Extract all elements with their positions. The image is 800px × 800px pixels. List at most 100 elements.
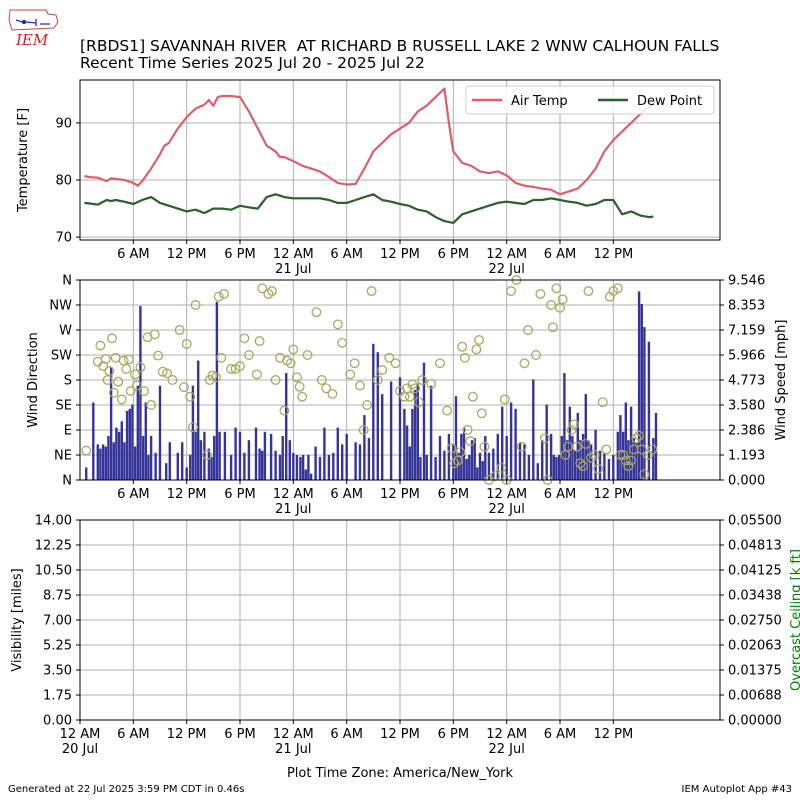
wind-direction-point — [257, 283, 268, 294]
wind-speed-bar — [354, 442, 357, 480]
wind-direction-point — [597, 397, 608, 408]
wind-speed-bar — [518, 442, 522, 480]
wind-direction-point — [623, 461, 634, 472]
wind-speed-bar — [434, 457, 437, 480]
wind-speed-bar — [536, 463, 539, 480]
wind-direction-point — [239, 333, 250, 344]
wind-direction-point — [557, 294, 568, 305]
wind-speed-bar — [422, 362, 426, 480]
wind-speed-tick-label: 8.353 — [728, 299, 765, 314]
wind-direction-point — [185, 391, 196, 402]
wind-speed-bar — [307, 454, 310, 480]
wind-direction-point — [213, 291, 224, 302]
wind-speed-bar — [523, 444, 526, 480]
vis-tick-label: 0.00 — [43, 714, 72, 729]
wind-speed-bar — [158, 385, 162, 480]
chart-subtitle: Recent Time Series 2025 Jul 20 - 2025 Ju… — [80, 54, 425, 72]
wind-speed-bar — [587, 440, 590, 480]
wind-speed-bar — [470, 440, 474, 480]
wind-speed-bar — [85, 467, 88, 480]
wind-speed-bar — [541, 440, 544, 480]
wind-speed-bar — [501, 406, 504, 480]
wind-speed-bar — [381, 394, 384, 480]
wind-speed-bar — [96, 444, 99, 480]
wind-direction-point — [462, 425, 473, 435]
wind-direction-point — [506, 286, 517, 297]
wind-xtick-label: 6 AM — [330, 487, 363, 502]
wind-xtick-label: 12 PM — [380, 487, 420, 502]
temp-frame — [79, 79, 721, 241]
visibility-ylabel: Visibility [miles] — [10, 568, 25, 671]
wind-direction-point — [358, 425, 369, 435]
wind-direction-point — [100, 353, 111, 364]
wind-xtick-label: 6 AM — [117, 487, 150, 502]
wind-direction-point — [267, 286, 277, 297]
wind-speed-bar — [258, 448, 261, 480]
wind-direction-point — [372, 375, 383, 385]
timezone-xlabel: Plot Time Zone: America/New_York — [287, 766, 514, 781]
wind-speed-bar — [107, 436, 110, 480]
wind-direction-point — [254, 336, 265, 347]
wind-direction-point — [202, 450, 213, 460]
wind-speed-bar — [288, 440, 291, 480]
wind-direction-point — [546, 300, 557, 310]
wind-speed-bar — [274, 450, 277, 480]
wind-speed-bar — [92, 402, 95, 480]
wind-speed-bar — [194, 431, 197, 480]
wind-direction-point — [130, 369, 141, 380]
wind-speed-bar — [104, 446, 107, 480]
wind-speed-bar — [438, 436, 442, 480]
temp-xtick-label: 12 AM — [273, 247, 314, 262]
wind-direction-point — [404, 391, 415, 402]
wind-speed-bar — [627, 440, 630, 480]
wind-direction-point — [294, 381, 305, 392]
wind-direction-point — [243, 350, 254, 360]
wind-direction-point — [476, 408, 487, 419]
wind-dir-tick-label: NW — [49, 299, 72, 314]
temp-xtick-label: 6 AM — [330, 247, 363, 262]
vis-tick-label: 14.00 — [35, 514, 72, 529]
wind-speed-bar — [309, 473, 313, 480]
wind-direction-point — [569, 419, 580, 430]
wind-direction-point — [620, 455, 631, 466]
wind-speed-bar — [278, 454, 282, 480]
temp-xtick-label: 12 PM — [167, 247, 207, 262]
wind-speed-bar — [616, 431, 619, 480]
wind-speed-bar — [594, 429, 597, 480]
wind-direction-point — [157, 366, 168, 377]
wind-direction-point — [442, 405, 453, 416]
wind-direction-point — [583, 286, 594, 297]
wind-direction-point — [535, 288, 546, 299]
wind-speed-bar — [336, 427, 339, 480]
wind-speed-bar — [215, 301, 219, 480]
wind-speed-bar — [505, 436, 508, 480]
legend-label-1: Dew Point — [637, 94, 702, 109]
wind-direction-point — [390, 358, 401, 369]
wind-speed-bar — [117, 431, 121, 480]
wind-speed-bar — [189, 454, 192, 480]
wind-direction-point — [107, 333, 117, 344]
wind-speed-bar — [358, 444, 362, 480]
wind-speed-bar — [484, 436, 487, 480]
iem-logo: IEM — [8, 9, 59, 49]
wind-speed-bar — [408, 446, 411, 480]
wind-direction-point — [578, 461, 589, 472]
wind-direction-point — [499, 394, 510, 405]
wind-speed-bar — [509, 402, 513, 480]
wind-speed-bar — [635, 442, 638, 480]
wind-dir-tick-label: E — [64, 424, 72, 439]
wind-speed-bar — [372, 343, 375, 480]
wind-speed-bar — [115, 427, 118, 480]
wind-direction-point — [327, 388, 338, 399]
wind-speed-bar — [243, 452, 246, 480]
wind-speed-bar — [632, 438, 635, 480]
wind-direction-point — [187, 422, 198, 433]
wind-date-label: 22 Jul — [488, 502, 524, 517]
wind-speed-bar — [584, 394, 587, 480]
wind-direction-point — [108, 387, 119, 398]
wind-direction-point — [435, 358, 445, 369]
wind-direction-point — [270, 375, 281, 385]
wind-direction-point — [457, 341, 468, 352]
wind-speed-bar — [207, 448, 211, 480]
wind-direction-point — [190, 300, 201, 310]
